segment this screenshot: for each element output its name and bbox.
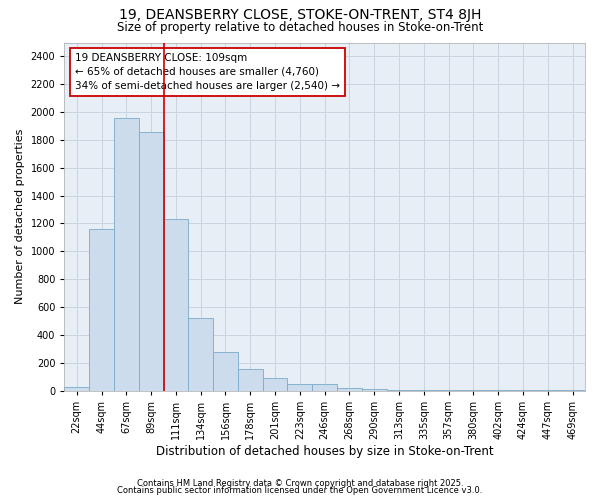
Text: Contains public sector information licensed under the Open Government Licence v3: Contains public sector information licen… xyxy=(118,486,482,495)
Bar xyxy=(238,369,263,390)
Bar xyxy=(188,318,213,390)
Bar xyxy=(139,132,164,390)
Bar xyxy=(64,387,89,390)
Text: 19, DEANSBERRY CLOSE, STOKE-ON-TRENT, ST4 8JH: 19, DEANSBERRY CLOSE, STOKE-ON-TRENT, ST… xyxy=(119,8,481,22)
Text: Contains HM Land Registry data © Crown copyright and database right 2025.: Contains HM Land Registry data © Crown c… xyxy=(137,478,463,488)
Bar xyxy=(337,388,362,390)
Y-axis label: Number of detached properties: Number of detached properties xyxy=(15,129,25,304)
Bar xyxy=(114,118,139,390)
Bar xyxy=(312,384,337,390)
Text: Size of property relative to detached houses in Stoke-on-Trent: Size of property relative to detached ho… xyxy=(117,21,483,34)
Bar xyxy=(287,384,312,390)
X-axis label: Distribution of detached houses by size in Stoke-on-Trent: Distribution of detached houses by size … xyxy=(156,444,493,458)
Bar xyxy=(213,352,238,391)
Bar xyxy=(362,389,386,390)
Bar xyxy=(164,220,188,390)
Bar xyxy=(263,378,287,390)
Text: 19 DEANSBERRY CLOSE: 109sqm
← 65% of detached houses are smaller (4,760)
34% of : 19 DEANSBERRY CLOSE: 109sqm ← 65% of det… xyxy=(75,53,340,91)
Bar xyxy=(89,229,114,390)
